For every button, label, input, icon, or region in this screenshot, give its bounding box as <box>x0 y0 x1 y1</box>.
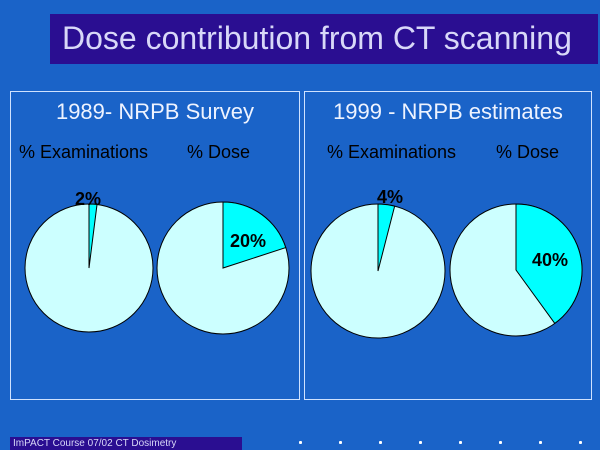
footer-dot <box>499 441 502 444</box>
pie-label-ct: 4% <box>377 187 403 207</box>
footer-dot <box>339 441 342 444</box>
pie-slice-ct <box>222 201 287 269</box>
footer-dot <box>579 441 582 444</box>
footer-text: ImPACT Course 07/02 CT Dosimetry <box>13 438 177 449</box>
panel-1989: 1989- NRPB Survey % Examinations % Dose <box>10 91 300 400</box>
footer-dot <box>299 441 302 444</box>
pie-label-ct: 2% <box>75 189 101 209</box>
label-dose-1999: % Dose <box>496 142 560 162</box>
pie-1989-dose: 20% <box>156 201 290 335</box>
pie-slice-ct <box>88 203 98 269</box>
label-dose-1989: % Dose <box>187 142 251 162</box>
label-exams-1999: % Examinations <box>327 142 457 162</box>
pie-1989-exams: 2% <box>24 189 154 333</box>
pie-1999-dose: 40% <box>449 203 583 337</box>
panel-title-1999: 1999 - NRPB estimates <box>333 99 563 124</box>
label-exams-1989: % Examinations <box>19 142 149 162</box>
pie-label-ct: 20% <box>230 231 266 251</box>
footer-dot <box>419 441 422 444</box>
panel-1999: 1999 - NRPB estimates % Examinations % D… <box>304 91 592 400</box>
footer-bar: ImPACT Course 07/02 CT Dosimetry <box>10 437 242 450</box>
panel-title-1989: 1989- NRPB Survey <box>55 99 255 124</box>
pie-1999-exams: 4% <box>310 187 446 339</box>
pie-slice-ct <box>515 203 583 325</box>
pie-slice-ct <box>377 203 396 272</box>
title-bar: Dose contribution from CT scanning <box>50 14 598 64</box>
footer-dot <box>459 441 462 444</box>
footer-dot <box>379 441 382 444</box>
footer-dot <box>539 441 542 444</box>
pie-label-ct: 40% <box>532 250 568 270</box>
page-title: Dose contribution from CT scanning <box>62 20 572 56</box>
